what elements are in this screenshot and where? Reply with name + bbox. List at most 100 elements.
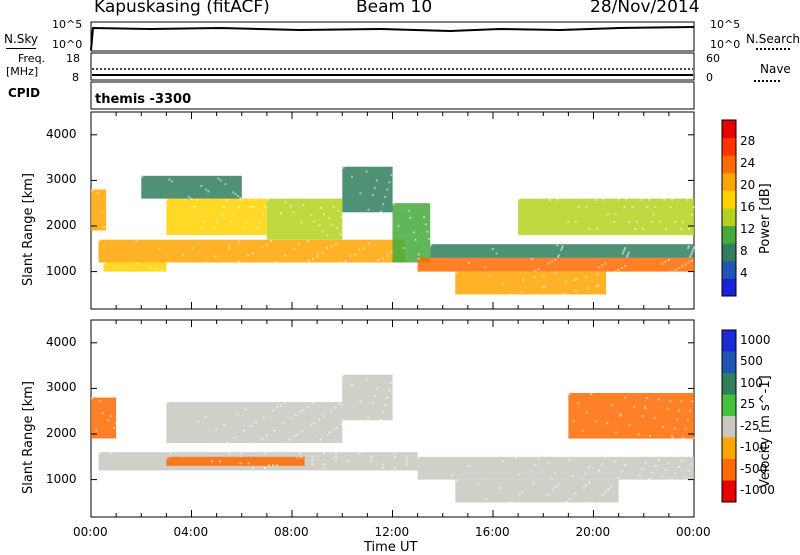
speckle [554,271,557,274]
colorbar-swatch [722,437,736,460]
x-tick-label: 04:00 [173,525,209,539]
speckle [276,464,279,467]
speckle [614,213,617,216]
speckle [687,245,690,248]
speckle [340,423,343,426]
speckle [382,463,385,466]
speckle [624,247,626,250]
speckle [240,452,243,455]
speckle [397,225,400,228]
speckle [687,247,690,250]
speckle [689,255,692,258]
speckle [386,252,389,255]
speckle [417,253,420,256]
speckle [340,216,343,218]
speckle [614,270,617,273]
speckle [370,456,373,459]
speckle [264,206,267,208]
speckle [232,213,235,216]
speckle [624,265,627,268]
speckle [669,400,672,403]
speckle [166,402,169,405]
speckle [107,419,110,422]
speckle [635,220,638,223]
speckle [554,471,557,474]
speckle [546,494,549,497]
speckle [531,470,534,473]
speckle [620,470,623,473]
speckle [311,456,314,459]
y-tick-label: 3000 [46,172,77,187]
speckle [190,197,193,200]
speckle [302,409,305,412]
speckle [223,206,225,208]
speckle [556,198,559,201]
speckle [203,220,206,223]
speckle [405,459,408,462]
speckle [273,429,276,432]
colorbar-frame [721,119,737,297]
speckle [514,457,517,459]
velocity-band-2 [166,456,305,466]
speckle [101,412,104,415]
speckle [691,400,694,403]
velocity-band-6 [455,479,619,503]
nsky-strip [90,21,695,52]
speckle [284,442,287,445]
speckle [467,465,470,468]
speckle [322,415,325,418]
speckle [667,259,670,261]
speckle [293,248,296,251]
speckle [239,196,242,199]
speckle [417,456,420,459]
speckle [279,404,282,407]
speckle [223,424,225,426]
speckle [596,273,599,276]
speckle [573,278,576,281]
power-band-1 [98,239,405,263]
nsky-tick-bottom: 10^0 [52,38,83,51]
speckle [375,179,378,182]
speckle [224,183,227,186]
speckle [317,418,320,421]
speckle [158,248,161,251]
speckle [556,244,559,247]
power-band-10 [455,271,607,295]
colorbar-swatch [722,351,736,374]
speckle [548,198,551,201]
speckle [228,452,231,455]
speckle [617,198,620,201]
speckle [237,260,240,263]
speckle [195,198,198,201]
speckle [205,261,208,264]
speckle [537,268,540,270]
speckle [606,213,609,216]
speckle [244,220,247,223]
speckle [262,416,265,419]
speckle [187,195,190,198]
speckle [346,459,349,462]
power-colorbar-tick: 20 [740,178,756,192]
speckle [534,464,537,467]
speckle [310,423,313,426]
speckle [623,206,626,209]
speckle [219,460,222,463]
speckle [301,430,303,433]
speckle [654,465,657,468]
speckle [339,261,342,264]
speckle [637,433,640,436]
velocity-band-3 [166,402,343,444]
velocity-colorbar-tick: -100 [740,440,768,455]
speckle [271,409,274,412]
speckle [251,252,254,255]
nsearch-label: N.Search [746,32,800,46]
speckle [658,220,661,223]
speckle [154,268,157,270]
speckle [588,466,591,469]
speckle [272,464,274,467]
speckle [614,460,617,463]
speckle [568,458,571,461]
speckle [270,239,273,242]
x-tick-label: 16:00 [475,525,510,539]
speckle [671,198,674,201]
